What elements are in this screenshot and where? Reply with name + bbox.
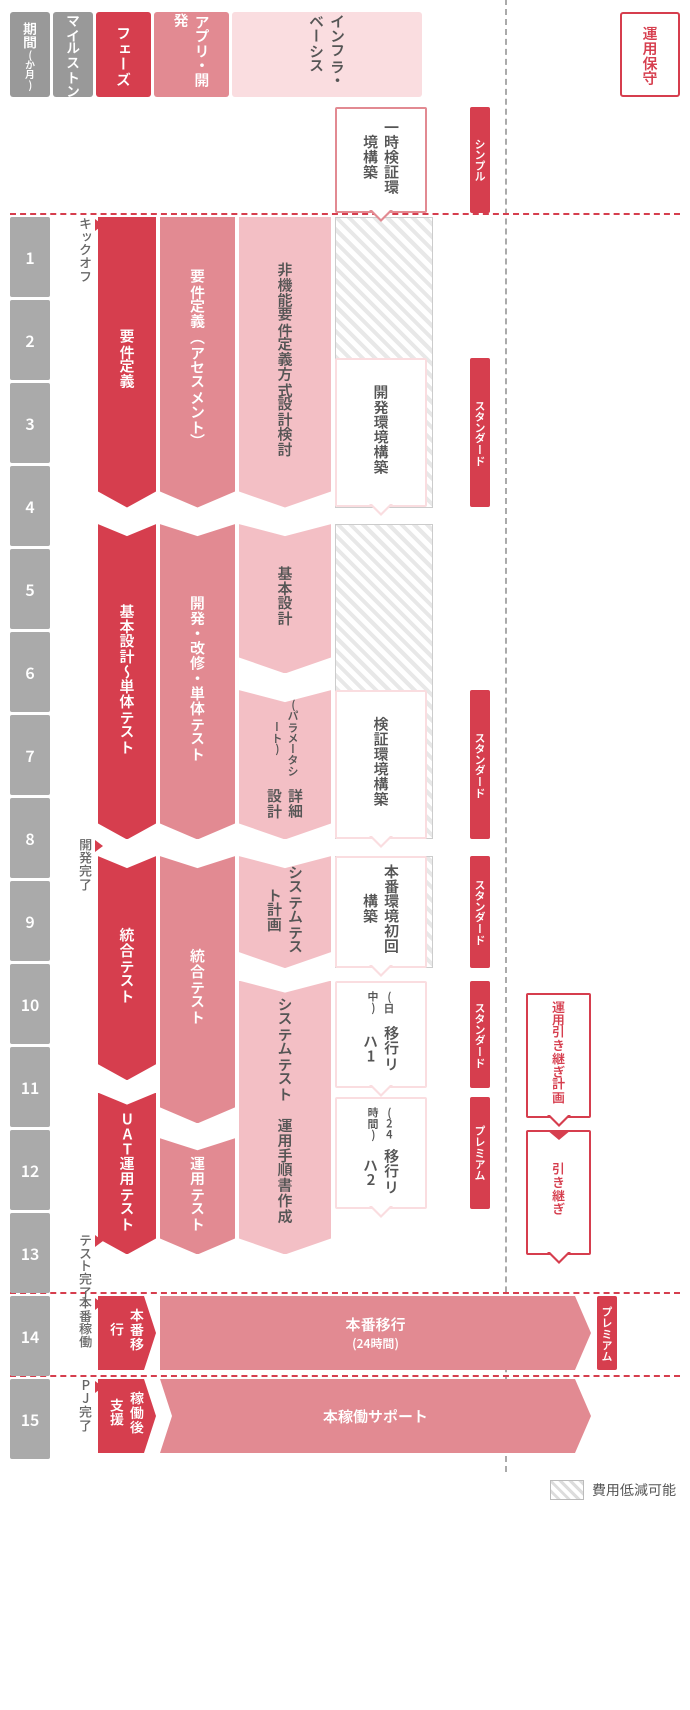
infra2-block: 移行リハ1(日中): [335, 981, 427, 1089]
month-cell: 7: [10, 715, 50, 795]
month-cell: 4: [10, 466, 50, 546]
header-om: 運用保守: [620, 12, 680, 97]
infra2-block: 開発環境構築: [335, 358, 427, 507]
milestone-label: キックオフ: [55, 217, 95, 282]
milestone-label: 開発完了: [55, 838, 95, 890]
phase-block: 要件定義: [98, 217, 156, 508]
month-cell: 10: [10, 964, 50, 1044]
phase-block: 稼働後支援: [98, 1379, 156, 1453]
plan-tag: シンプル: [470, 107, 490, 213]
gantt-grid: 123456789101112131415キックオフ開発完了テスト完了本番稼働P…: [0, 107, 690, 1472]
milestone-label: PJ完了: [55, 1379, 95, 1431]
month-cell: 13: [10, 1213, 50, 1293]
plan-tag: スタンダード: [470, 690, 490, 839]
plan-tag: スタンダード: [470, 358, 490, 507]
legend-label: 費用低減可能: [592, 1480, 676, 1500]
plan-tag: プレミアム: [470, 1097, 490, 1209]
month-cell: 2: [10, 300, 50, 380]
phase-block: UAT運用テスト: [98, 1093, 156, 1255]
infra1-block: 運用手順書作成: [239, 1093, 331, 1255]
month-cell: 9: [10, 881, 50, 961]
milestone-label: 本番稼働: [55, 1296, 95, 1348]
infra1-block: システムテスト計画: [239, 856, 331, 968]
migration-bar: 本番移行(24時間): [160, 1296, 591, 1370]
header-row: 期間(か月) マイルストン フェーズ アプリ・開発 インフラ・ベーシス 運用保守: [0, 0, 690, 107]
infra1-block: 詳細設計(パラメータシート): [239, 690, 331, 839]
month-cell: 5: [10, 549, 50, 629]
month-cell: 8: [10, 798, 50, 878]
plan-tag: プレミアム: [597, 1296, 617, 1370]
header-phase: フェーズ: [96, 12, 151, 97]
infra-pre-block: 一時検証環境構築: [335, 107, 427, 213]
header-infrabasis: インフラ・ベーシス: [232, 12, 422, 97]
phase-block: 統合テスト: [98, 856, 156, 1080]
support-bar: 本稼働サポート: [160, 1379, 591, 1453]
infra1-block: 基本設計: [239, 524, 331, 673]
app-block: 要件定義（アセスメント）: [160, 217, 235, 508]
header-app: アプリ・開発: [154, 12, 229, 97]
om-block: 引き継ぎ: [526, 1130, 591, 1255]
milestone-label: テスト完了: [55, 1233, 95, 1298]
hatch-swatch: [550, 1480, 584, 1500]
om-block: 運用引き継ぎ計画: [526, 993, 591, 1118]
header-milestone: マイルストン: [53, 12, 93, 97]
month-cell: 3: [10, 383, 50, 463]
app-block: 統合テスト: [160, 856, 235, 1123]
phase-block: 本番移行: [98, 1296, 156, 1370]
month-cell: 11: [10, 1047, 50, 1127]
month-cell: 1: [10, 217, 50, 297]
plan-tag: スタンダード: [470, 981, 490, 1089]
month-cell: 14: [10, 1296, 50, 1376]
header-period: 期間(か月): [10, 12, 50, 97]
infra1-block: 非機能要件定義方式設計検討: [239, 217, 331, 508]
infra2-block: 本番環境初回構築: [335, 856, 427, 968]
app-block: 運用テスト: [160, 1138, 235, 1254]
legend: 費用低減可能: [0, 1472, 690, 1508]
phase-block: 基本設計〜単体テスト: [98, 524, 156, 839]
infra2-block: 検証環境構築: [335, 690, 427, 839]
infra2-block: 移行リハ2(24時間): [335, 1097, 427, 1209]
month-cell: 6: [10, 632, 50, 712]
app-block: 開発・改修・単体テスト: [160, 524, 235, 839]
month-cell: 12: [10, 1130, 50, 1210]
plan-tag: スタンダード: [470, 856, 490, 968]
month-cell: 15: [10, 1379, 50, 1459]
